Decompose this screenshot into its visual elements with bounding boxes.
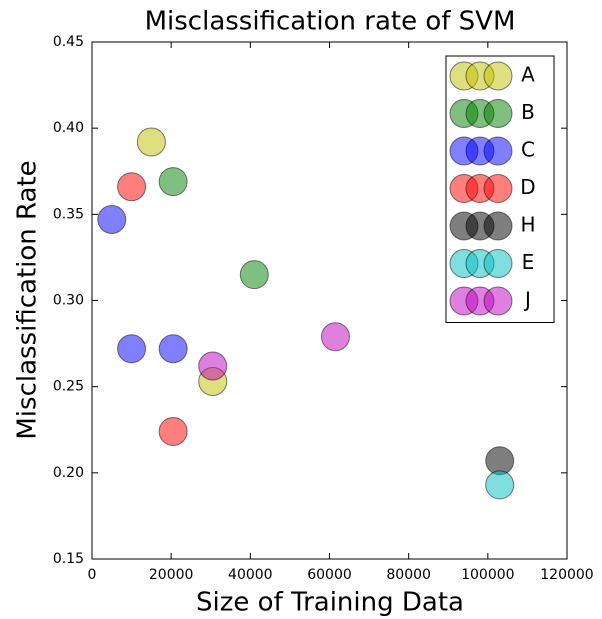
x-tick-label: 100000 [461, 567, 514, 583]
point [239, 260, 269, 290]
legend-label: A [521, 63, 535, 87]
y-tick-label: 0.30 [53, 293, 84, 309]
y-axis-label: Misclassification Rate [13, 160, 43, 439]
point [485, 470, 515, 500]
x-tick-label: 40000 [228, 567, 273, 583]
y-tick-label: 0.15 [53, 551, 84, 567]
legend-label: D [520, 175, 535, 199]
legend-marker [483, 61, 513, 91]
legend-label: E [522, 250, 535, 274]
y-tick-label: 0.35 [53, 206, 84, 222]
legend-marker [483, 249, 513, 278]
point [158, 167, 188, 197]
legend-marker [483, 211, 513, 241]
point [320, 322, 350, 352]
point [158, 334, 188, 364]
x-tick-label: 60000 [307, 567, 352, 583]
legend-marker [483, 99, 513, 128]
legend-marker [483, 136, 513, 166]
y-tick-label: 0.40 [53, 120, 84, 136]
x-tick-label: 120000 [540, 567, 593, 583]
y-tick-label: 0.25 [53, 379, 84, 395]
point [97, 205, 127, 235]
point [136, 127, 166, 157]
x-tick-label: 20000 [149, 567, 194, 583]
point [117, 172, 147, 202]
legend-label: B [521, 100, 535, 124]
y-tick-label: 0.45 [53, 34, 84, 50]
legend-label: H [520, 213, 535, 237]
legend-label: C [521, 138, 535, 162]
y-tick-label: 0.20 [53, 465, 84, 481]
chart-title: Misclassification rate of SVM [145, 7, 516, 37]
x-axis-label: Size of Training Data [196, 588, 464, 618]
x-tick-label: 80000 [386, 567, 431, 583]
point [117, 334, 147, 364]
legend-marker [483, 286, 513, 316]
legend-label: J [523, 288, 531, 312]
point [198, 351, 228, 381]
point [158, 416, 188, 446]
legend-marker [483, 174, 513, 203]
x-tick-label: 0 [88, 567, 97, 583]
